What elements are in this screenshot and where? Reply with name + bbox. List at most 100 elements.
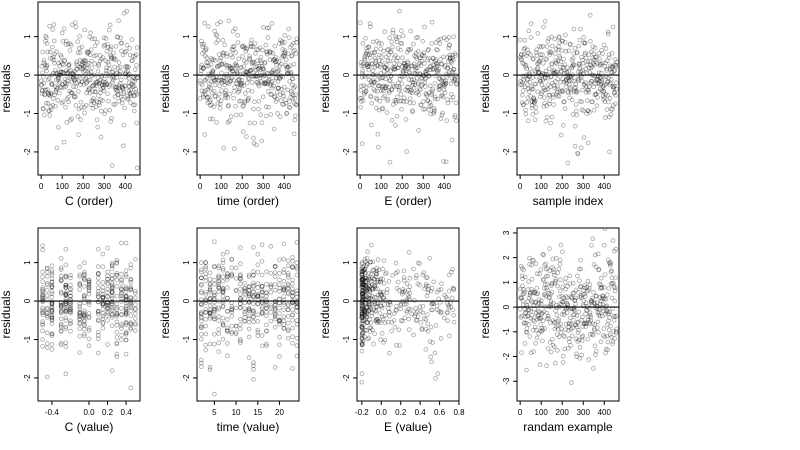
data-point: [111, 102, 117, 107]
data-point: [40, 299, 45, 305]
data-point: [398, 318, 404, 323]
data-point: [48, 55, 53, 61]
data-point: [537, 271, 542, 277]
data-point: [225, 285, 230, 291]
data-point: [538, 328, 543, 334]
data-point: [523, 309, 529, 315]
y-tick-label: 1: [502, 280, 511, 285]
data-point: [389, 87, 394, 93]
data-point: [273, 76, 279, 81]
data-point: [360, 330, 365, 336]
data-point: [109, 69, 115, 75]
x-tick-label: 300: [577, 408, 591, 417]
data-point: [278, 37, 283, 43]
data-point: [255, 329, 261, 335]
data-point: [610, 238, 616, 243]
y-tick-label: 1: [182, 260, 191, 265]
data-point: [364, 62, 370, 67]
data-point: [49, 308, 55, 313]
data-point: [207, 365, 213, 370]
data-point: [553, 91, 559, 97]
data-point: [77, 50, 83, 55]
data-point: [613, 64, 619, 70]
data-point: [277, 342, 282, 347]
data-point: [100, 310, 106, 316]
data-point: [379, 292, 384, 297]
data-point: [427, 255, 433, 261]
data-point: [259, 242, 265, 247]
data-point: [277, 311, 282, 316]
data-point: [406, 294, 412, 300]
data-point: [366, 308, 372, 313]
data-point: [63, 292, 69, 297]
data-point: [94, 117, 100, 123]
data-point: [290, 286, 295, 292]
data-point: [96, 100, 102, 105]
y-tick-label: -2: [342, 374, 351, 382]
data-point: [417, 304, 423, 310]
data-point: [199, 311, 204, 317]
data-point: [76, 89, 81, 94]
data-point: [49, 333, 55, 338]
data-point: [544, 281, 550, 287]
data-point: [612, 83, 617, 89]
data-point: [424, 275, 429, 281]
data-point: [251, 269, 256, 274]
plot-frame: [356, 1, 460, 176]
data-point: [234, 68, 240, 74]
data-point: [376, 318, 381, 324]
data-point: [294, 343, 299, 348]
data-point: [609, 77, 614, 82]
data-point: [68, 67, 73, 73]
data-point: [542, 262, 547, 268]
data-point: [73, 103, 79, 108]
data-point: [574, 324, 580, 330]
data-point: [536, 60, 541, 66]
data-point: [386, 309, 392, 315]
data-point: [589, 79, 595, 84]
data-point: [411, 266, 416, 272]
data-point: [423, 317, 429, 322]
data-point: [447, 43, 452, 48]
data-point: [520, 73, 526, 79]
data-point: [564, 65, 570, 70]
data-point: [123, 71, 128, 77]
data-point: [602, 272, 608, 277]
data-point: [114, 260, 120, 266]
data-point: [123, 337, 129, 343]
data-point: [557, 89, 563, 94]
data-point: [225, 329, 230, 334]
data-point: [528, 350, 534, 356]
data-point: [97, 53, 103, 58]
data-point: [257, 76, 263, 81]
data-point: [531, 96, 537, 102]
data-point: [134, 120, 139, 126]
data-point: [212, 309, 217, 315]
data-point: [602, 296, 607, 302]
data-point: [568, 327, 574, 332]
data-point: [207, 313, 213, 319]
data-point: [109, 115, 114, 121]
data-point: [382, 337, 388, 343]
data-point: [583, 294, 588, 299]
data-point: [278, 73, 284, 78]
data-point: [372, 301, 378, 307]
data-point: [248, 43, 254, 49]
data-point: [52, 84, 58, 89]
data-point: [367, 293, 372, 298]
data-point: [119, 278, 124, 283]
y-tick-label: 1: [23, 260, 32, 265]
data-point: [199, 275, 204, 281]
data-point: [58, 267, 64, 273]
data-point: [363, 279, 369, 284]
data-point: [262, 60, 268, 66]
data-point: [213, 93, 218, 99]
data-point: [544, 114, 550, 120]
data-point: [81, 60, 86, 66]
data-point: [527, 334, 533, 339]
data-point: [423, 91, 429, 96]
data-point: [57, 90, 62, 96]
data-point: [269, 21, 275, 26]
data-point: [233, 265, 239, 271]
data-point: [259, 289, 265, 295]
